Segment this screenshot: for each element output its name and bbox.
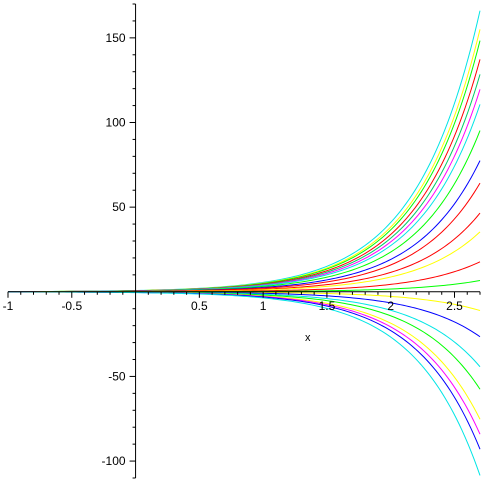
tick-labels-group: -1 -0.5 0.5 1 1.5 2 2.5 150 100 50 -50 -100: [3, 31, 463, 468]
ticks-group: [7, 3, 481, 479]
x-tick-label: -1: [3, 299, 14, 313]
series-line-2: [7, 29, 481, 293]
x-tick-label: -0.5: [61, 299, 82, 313]
axes-group: [8, 4, 480, 478]
series-line-8: [7, 130, 481, 293]
y-tick-label: -50: [108, 369, 126, 383]
series-line-1: [8, 10, 481, 293]
x-tick-label: 1.5: [319, 299, 336, 313]
series-line-22: [8, 291, 481, 476]
series-line-7: [8, 104, 481, 293]
x-tick-label: 1: [260, 299, 267, 313]
y-tick-label: 100: [106, 116, 126, 130]
x-tick-label: 2.5: [446, 299, 463, 313]
series-line-12: [8, 231, 481, 293]
series-line-21: [7, 291, 481, 450]
x-tick-label: 2: [387, 299, 394, 313]
y-tick-label: 50: [112, 200, 126, 214]
series-line-6: [8, 89, 481, 293]
y-tick-label: 150: [106, 31, 126, 45]
series-line-5: [8, 74, 481, 293]
y-tick-label: -100: [102, 454, 126, 468]
series-line-4: [8, 59, 481, 293]
x-tick-label: 0.5: [191, 299, 208, 313]
series-line-20: [7, 291, 481, 435]
x-axis-label: x: [305, 332, 311, 344]
curves-group: [7, 10, 481, 476]
series-line-3: [7, 40, 481, 293]
